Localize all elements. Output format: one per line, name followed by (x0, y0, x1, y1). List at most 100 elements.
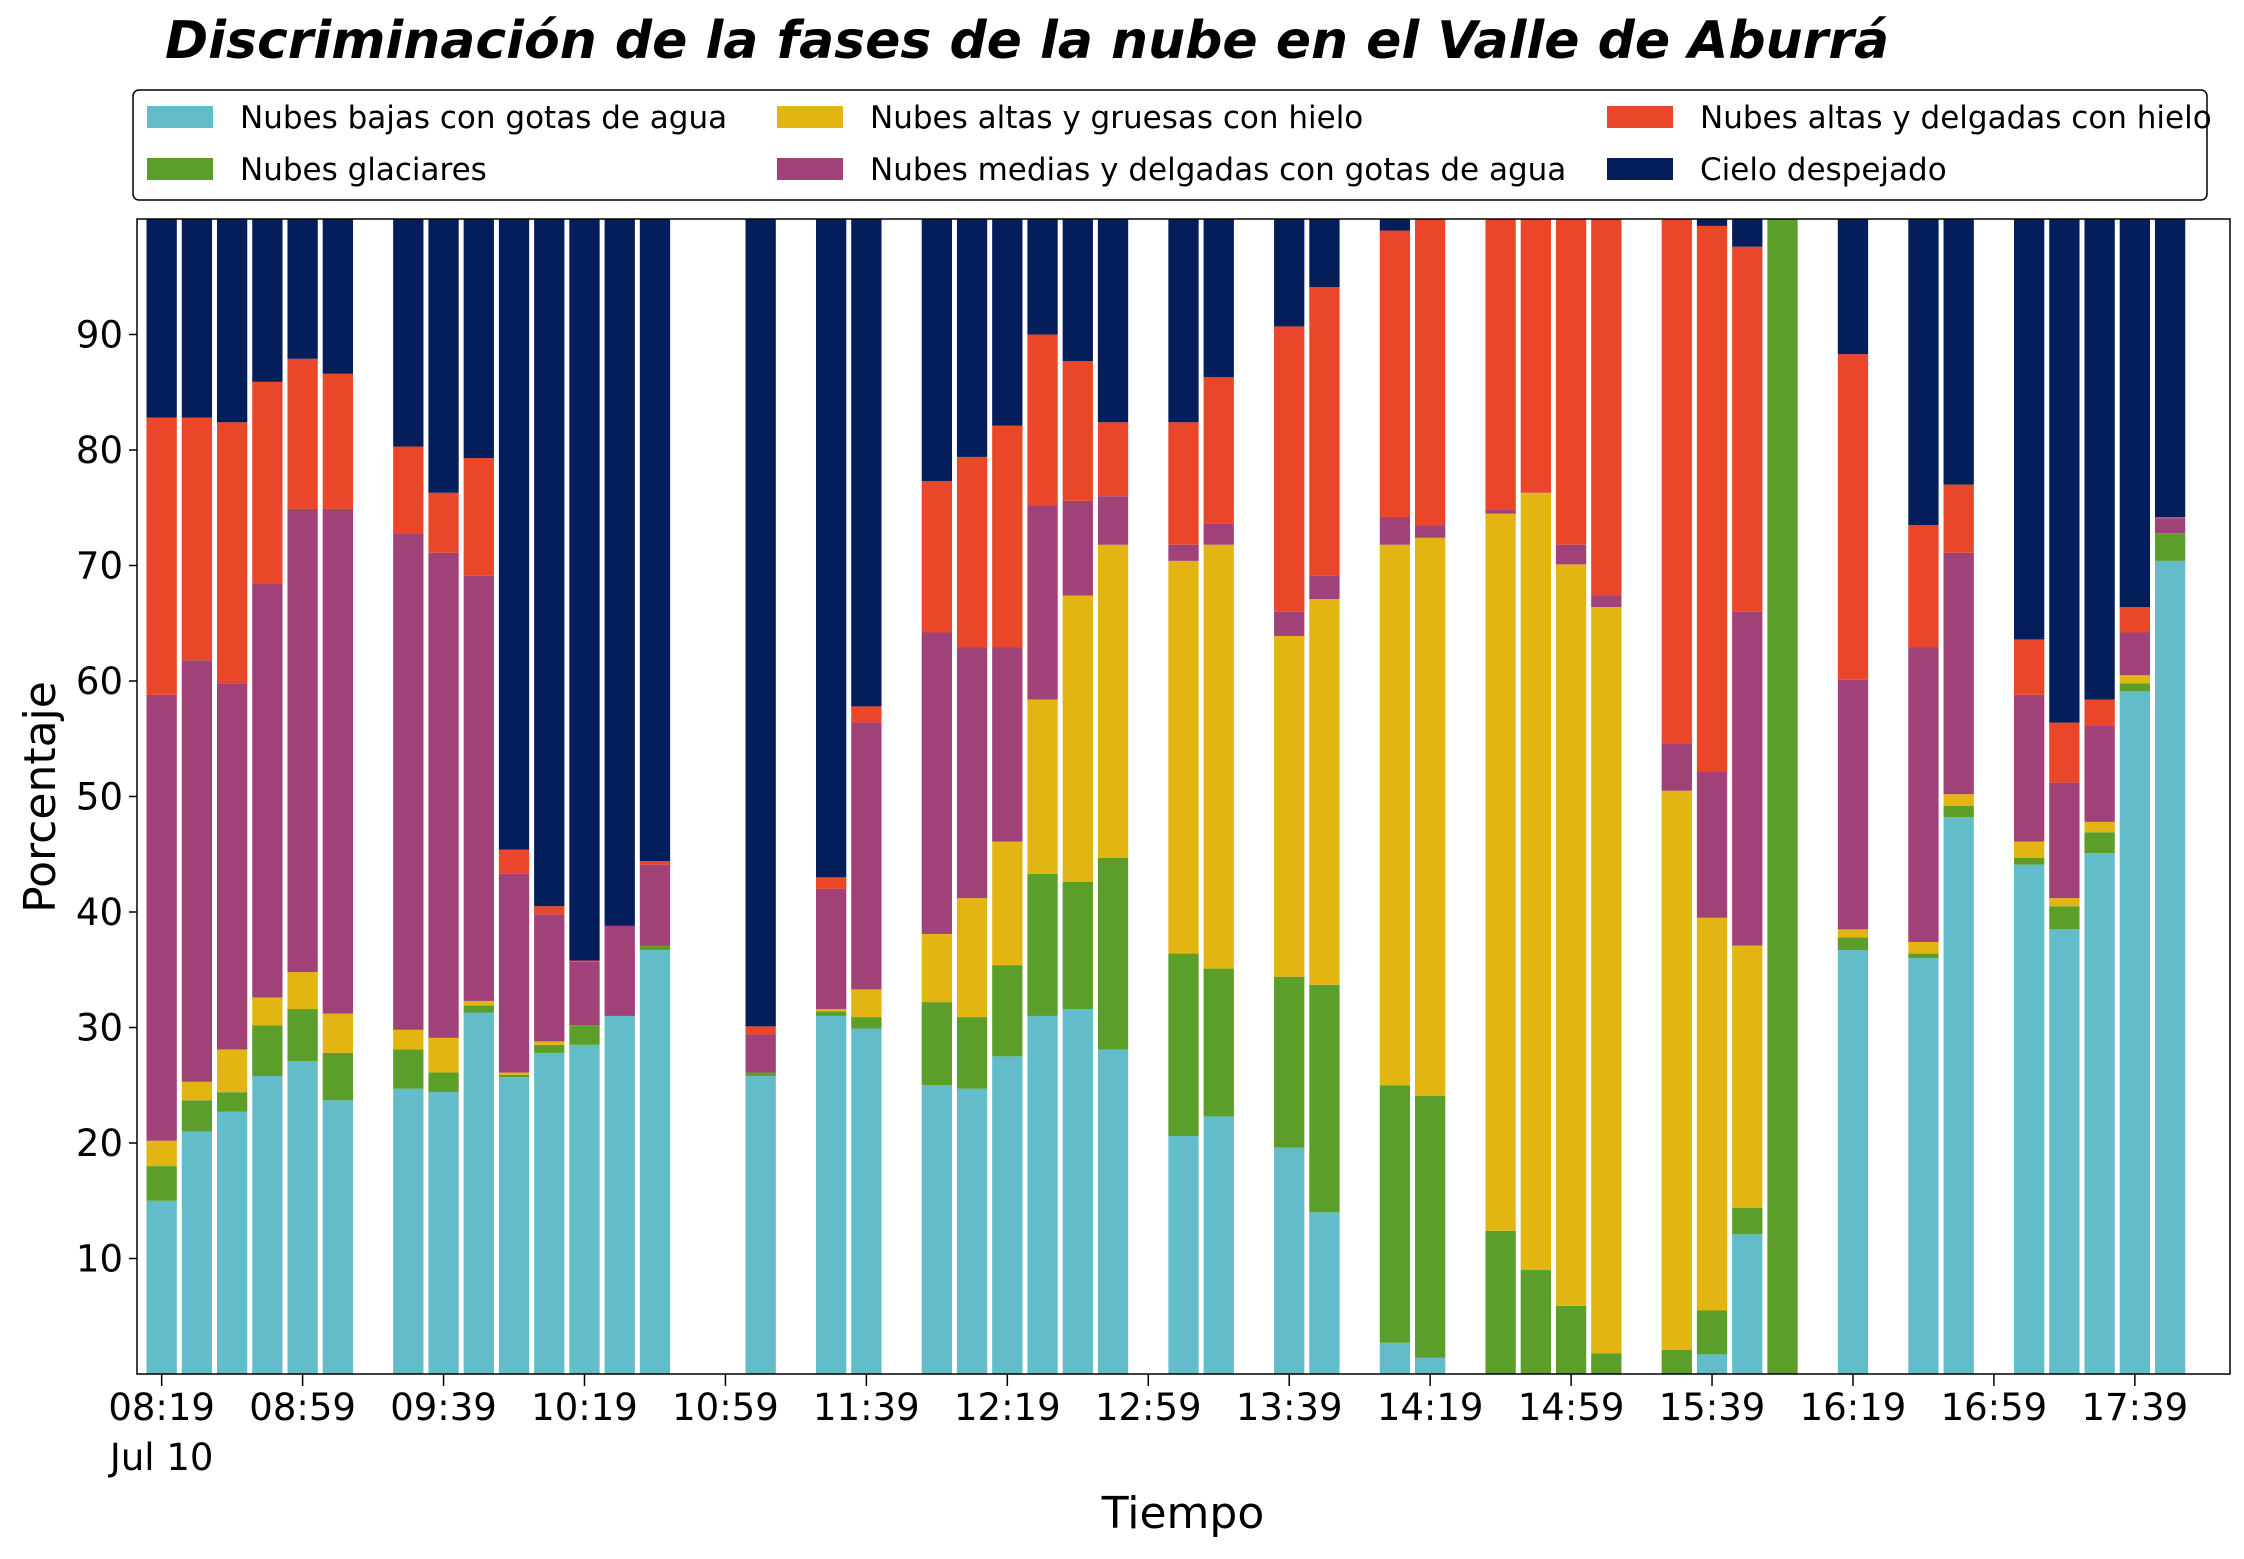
bar-segment (745, 1076, 776, 1374)
bar-segment (815, 1011, 847, 1016)
bar-segment (1908, 525, 1939, 648)
x-tick-label: 14:19 (1377, 1386, 1484, 1429)
bar-segment (1485, 219, 1516, 511)
bar-segment (992, 1056, 1023, 1374)
bar-segment (498, 1072, 530, 1075)
bar-segment (992, 965, 1023, 1057)
bar-segment (1062, 1009, 1093, 1374)
bar-segment (146, 1140, 177, 1167)
bar-segment (1837, 679, 1869, 930)
bar-segment (851, 1028, 882, 1374)
bar-segment (745, 1034, 776, 1073)
bar-segment (1203, 219, 1234, 378)
bar-segment (2084, 832, 2115, 854)
bar-segment (1097, 857, 1129, 1050)
bar-segment (463, 1000, 494, 1006)
bar-segment (181, 1081, 213, 1101)
bar-segment (956, 647, 988, 899)
bar-segment (252, 1025, 283, 1077)
bar-segment (1379, 544, 1411, 1086)
bar-segment (851, 989, 882, 1018)
bar-segment (534, 1041, 565, 1045)
bar-segment (921, 1002, 953, 1086)
bar-segment (1168, 422, 1199, 545)
bar-segment (1696, 1310, 1728, 1355)
legend-swatch (777, 106, 843, 128)
bar-segment (1168, 219, 1199, 423)
bar-segment (393, 446, 424, 534)
legend-label: Cielo despejado (1700, 152, 1947, 188)
bar-segment (956, 1017, 988, 1089)
x-tick-label: 15:39 (1659, 1386, 1766, 1429)
bar-segment (1097, 219, 1129, 423)
bar-segment (815, 877, 847, 889)
bar-segment (1027, 1015, 1058, 1374)
bar-segment (1062, 881, 1093, 1010)
x-tick-label: 08:59 (249, 1386, 356, 1429)
bar-segment (322, 508, 353, 1014)
bar-segment (1591, 607, 1622, 1354)
bar-segment (2084, 219, 2115, 700)
bar-segment (1414, 219, 1446, 526)
x-tick-label: 08:19 (108, 1386, 215, 1429)
bar-segment (1062, 219, 1093, 362)
bar-segment (2014, 857, 2045, 865)
bar-segment (1908, 958, 1939, 1374)
bar-segment (2049, 219, 2080, 723)
bar-segment (216, 1111, 248, 1374)
bar-segment (745, 1072, 776, 1077)
bar-segment (1591, 219, 1622, 596)
y-tick-label: 40 (76, 891, 123, 934)
bar-segment (1555, 219, 1587, 545)
bar-segment (1591, 1353, 1622, 1374)
bar-segment (216, 422, 248, 684)
x-tick-label: 11:39 (813, 1386, 920, 1429)
bar-segment (1309, 598, 1340, 985)
bar-segment (2084, 821, 2115, 833)
bar-segment (1168, 544, 1199, 561)
bar-segment (992, 841, 1023, 966)
bar-segment (1414, 537, 1446, 1096)
bar-segment (2154, 518, 2186, 534)
bar-segment (1379, 516, 1411, 545)
bar-segment (322, 1013, 353, 1053)
bar-segment (1203, 544, 1234, 969)
bar-segment (1203, 968, 1234, 1117)
bar-segment (1520, 219, 1552, 493)
bar-segment (1732, 945, 1763, 1208)
bar-segment (1661, 1349, 1692, 1374)
bar-segment (498, 1077, 530, 1374)
bar-segment (921, 1085, 953, 1374)
x-date-label: Jul 10 (108, 1436, 213, 1479)
bar-segment (992, 647, 1023, 842)
bar-segment (1274, 611, 1305, 636)
bar-segment (2049, 898, 2080, 907)
bar-segment (252, 381, 283, 584)
bar-segment (1097, 1049, 1129, 1374)
bar-segment (146, 1166, 177, 1201)
legend-label: Nubes altas y gruesas con hielo (870, 100, 1363, 136)
bar-segment (252, 1076, 283, 1374)
bar-segment (2049, 782, 2080, 899)
y-tick-label: 30 (76, 1007, 123, 1050)
bar-segment (992, 219, 1023, 426)
bar-segment (2084, 726, 2115, 822)
bar-segment (1908, 647, 1939, 943)
bar-segment (498, 219, 530, 850)
bar-segment (1908, 219, 1939, 526)
bar-segment (1943, 805, 1974, 818)
bar-segment (1732, 1234, 1763, 1374)
bar-segment (1379, 219, 1411, 231)
y-tick-label: 10 (76, 1238, 123, 1281)
bar-segment (1943, 552, 1974, 795)
bar-segment (1485, 513, 1516, 1231)
x-tick-label: 09:39 (390, 1386, 497, 1429)
bar-segment (428, 1072, 459, 1093)
bar-segment (287, 358, 318, 509)
bar-segment (1485, 510, 1516, 514)
bar-segment (216, 683, 248, 1050)
bar-segment (1943, 219, 1974, 485)
bar-segment (1027, 505, 1058, 700)
bar-segment (322, 1100, 353, 1374)
